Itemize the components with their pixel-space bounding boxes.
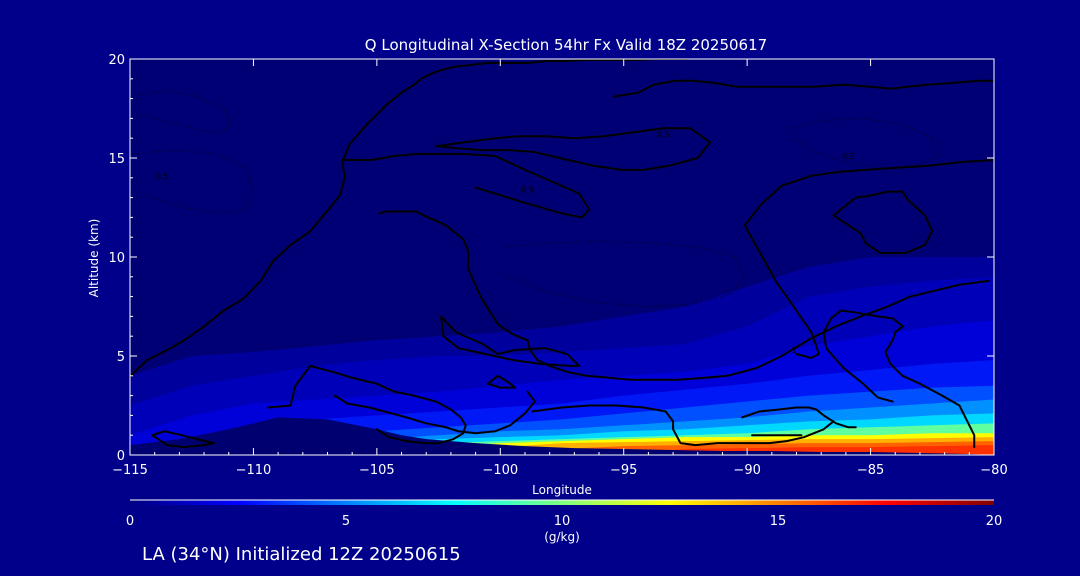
solid-contours <box>130 59 994 449</box>
x-axis-ticks: −115 −110 −105 −100 −95 −90 −85 −80 <box>112 59 1008 478</box>
y-axis-label: Altitude (km) <box>87 219 101 298</box>
colorbar-tick-label-1: 5 <box>342 514 350 529</box>
terrain-shape <box>130 417 994 455</box>
contour-line-4 <box>612 79 994 98</box>
dotted-contour-0 <box>137 90 232 133</box>
init-caption: LA (34°N) Initialized 12Z 20250615 <box>142 544 461 565</box>
contour-line-11 <box>267 364 467 445</box>
contour-line-3 <box>486 374 517 389</box>
contour-line-13 <box>531 404 835 447</box>
contour-line-0 <box>130 59 689 379</box>
y-tick-label-1: 5 <box>117 350 125 365</box>
y-tick-label-4: 20 <box>108 53 125 68</box>
colorbar-tick-label-2: 10 <box>554 514 571 529</box>
x-tick-label-4: −95 <box>610 463 637 478</box>
colorbar <box>130 500 994 505</box>
dotted-contours <box>132 90 941 308</box>
colorbar-ticks: 0 5 10 15 20 <box>126 514 1002 529</box>
contour-line-7 <box>832 190 934 255</box>
x-tick-label-7: −80 <box>980 463 1007 478</box>
colorbar-label: (g/kg) <box>544 530 580 544</box>
x-tick-label-5: −90 <box>733 463 760 478</box>
y-tick-label-2: 10 <box>108 251 125 266</box>
colorbar-tick-label-0: 0 <box>126 514 134 529</box>
chart-title: Q Longitudinal X-Section 54hr Fx Valid 1… <box>365 36 767 54</box>
colorbar-tick-label-4: 20 <box>986 514 1003 529</box>
x-tick-label-6: −85 <box>857 463 884 478</box>
contour-label-4: 0.5 <box>842 152 855 161</box>
contour-line-12 <box>333 390 536 435</box>
x-axis-label: Longitude <box>532 483 592 497</box>
y-tick-label-0: 0 <box>117 449 125 464</box>
contour-label-1: 0.5 <box>521 186 534 195</box>
contour-label-3: 1 <box>791 346 796 355</box>
x-tick-label-2: −105 <box>359 463 395 478</box>
contour-line-2 <box>440 315 581 367</box>
x-tick-label-1: −110 <box>236 463 272 478</box>
contour-line-14 <box>741 406 857 429</box>
colorbar-tick-label-3: 15 <box>770 514 787 529</box>
dotted-contour-2 <box>505 240 746 308</box>
terrain <box>130 417 994 455</box>
contour-labels: 0.5 0.5 0.5 1 0.5 <box>156 130 855 355</box>
contour-label-0: 0.5 <box>156 172 169 181</box>
contour-line-9 <box>822 309 976 449</box>
contour-line-5 <box>435 127 712 171</box>
x-tick-label-0: −115 <box>112 463 148 478</box>
contour-line-8 <box>743 158 994 359</box>
contour-label-2: 0.5 <box>657 130 670 139</box>
contour-line-6 <box>341 153 591 219</box>
dotted-contour-1 <box>132 149 254 214</box>
y-axis-ticks: 0 5 10 15 20 <box>108 53 994 464</box>
x-tick-label-3: −100 <box>482 463 518 478</box>
plot-area: 0.5 0.5 0.5 1 0.5 <box>130 59 994 455</box>
y-tick-label-3: 15 <box>108 152 125 167</box>
contour-line-10 <box>151 430 215 449</box>
contour-line-1 <box>378 210 991 381</box>
